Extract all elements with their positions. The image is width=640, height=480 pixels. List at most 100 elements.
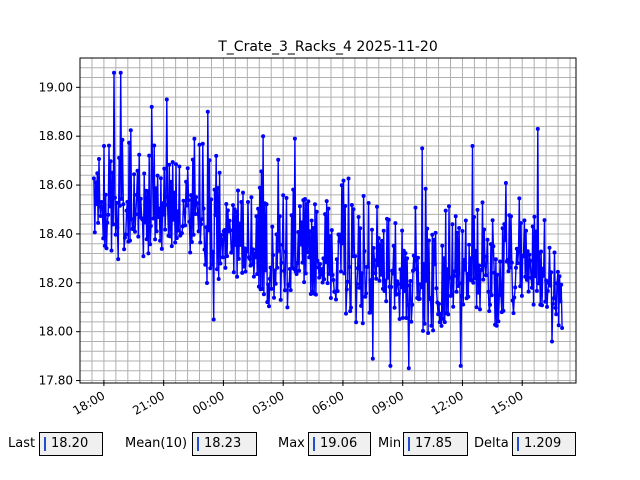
data-point	[107, 204, 112, 209]
data-point	[92, 230, 97, 235]
data-point	[474, 305, 479, 310]
data-point	[111, 222, 116, 227]
data-point	[442, 256, 446, 261]
data-point	[137, 152, 142, 157]
data-point	[518, 284, 523, 289]
data-point	[451, 304, 456, 309]
data-point	[517, 196, 522, 201]
data-point	[382, 289, 387, 293]
data-point	[409, 319, 414, 324]
data-point	[554, 312, 559, 317]
data-point	[186, 198, 191, 203]
data-point	[224, 202, 229, 206]
data-point	[278, 297, 283, 302]
data-point	[513, 285, 518, 290]
data-point	[105, 220, 110, 225]
y-tick-label: 18.40	[39, 227, 73, 241]
data-point	[136, 234, 141, 239]
data-point	[155, 173, 160, 178]
data-point	[159, 246, 164, 251]
data-point	[117, 155, 122, 160]
data-point	[184, 179, 189, 184]
min-value-field[interactable]: 17.85	[403, 432, 468, 456]
data-point	[482, 227, 487, 232]
data-point	[231, 270, 236, 275]
mean-value-field[interactable]: 18.23	[192, 432, 257, 456]
data-point	[413, 205, 418, 210]
data-point	[306, 199, 311, 204]
data-point	[216, 277, 221, 281]
data-point	[170, 160, 175, 165]
data-point	[238, 242, 243, 247]
data-point	[97, 157, 101, 161]
data-point	[528, 258, 533, 263]
data-point	[519, 293, 524, 298]
delta-value-field[interactable]: 1.209	[512, 432, 576, 456]
data-point	[473, 276, 477, 281]
data-point	[498, 290, 503, 295]
data-point	[452, 274, 456, 278]
data-point	[236, 256, 241, 261]
data-point	[149, 104, 154, 109]
data-point	[313, 292, 318, 297]
data-point	[279, 260, 284, 265]
data-point	[523, 274, 528, 279]
data-point	[195, 212, 200, 216]
max-value-field[interactable]: 19.06	[308, 432, 371, 456]
data-point	[547, 245, 552, 250]
data-point	[323, 212, 328, 217]
data-point	[209, 197, 214, 202]
data-point	[339, 269, 343, 274]
data-point	[280, 242, 285, 247]
data-point	[236, 188, 240, 193]
data-point	[552, 250, 557, 255]
data-point	[251, 247, 256, 252]
data-point	[542, 218, 547, 223]
data-point	[534, 288, 539, 293]
data-point	[493, 257, 498, 262]
data-point	[370, 356, 375, 361]
data-point	[556, 323, 561, 328]
data-point	[516, 249, 521, 254]
data-point	[175, 209, 180, 214]
data-point	[535, 126, 540, 131]
data-point	[161, 212, 166, 217]
data-point	[395, 282, 400, 286]
last-value-field[interactable]: 18.20	[39, 432, 103, 456]
data-point	[432, 262, 437, 267]
data-point	[219, 232, 224, 237]
data-point	[426, 331, 431, 335]
x-tick-label: 18:00	[70, 388, 107, 417]
data-point	[385, 275, 390, 280]
data-point	[145, 189, 150, 194]
data-point	[417, 296, 422, 301]
data-point	[508, 265, 513, 270]
data-point	[316, 265, 321, 270]
data-point	[190, 157, 195, 162]
x-tick-label: 12:00	[429, 388, 466, 417]
data-point	[471, 280, 476, 285]
data-point	[110, 170, 115, 175]
data-point	[212, 187, 217, 192]
data-point	[483, 273, 488, 278]
data-point	[230, 249, 235, 254]
data-point	[365, 264, 370, 269]
data-point	[494, 323, 499, 328]
data-point	[296, 230, 301, 234]
data-point	[247, 256, 252, 261]
data-point	[211, 317, 216, 322]
data-point	[167, 162, 172, 167]
data-point	[298, 242, 303, 247]
data-point	[128, 238, 132, 243]
data-point	[153, 186, 158, 191]
data-point	[235, 274, 240, 279]
data-point	[171, 217, 176, 222]
data-point	[359, 303, 364, 308]
data-point	[377, 278, 382, 283]
data-point	[109, 248, 114, 253]
data-point	[515, 261, 520, 266]
data-point	[151, 216, 156, 221]
data-point	[549, 270, 554, 275]
data-point	[128, 128, 133, 133]
data-point	[512, 295, 517, 300]
